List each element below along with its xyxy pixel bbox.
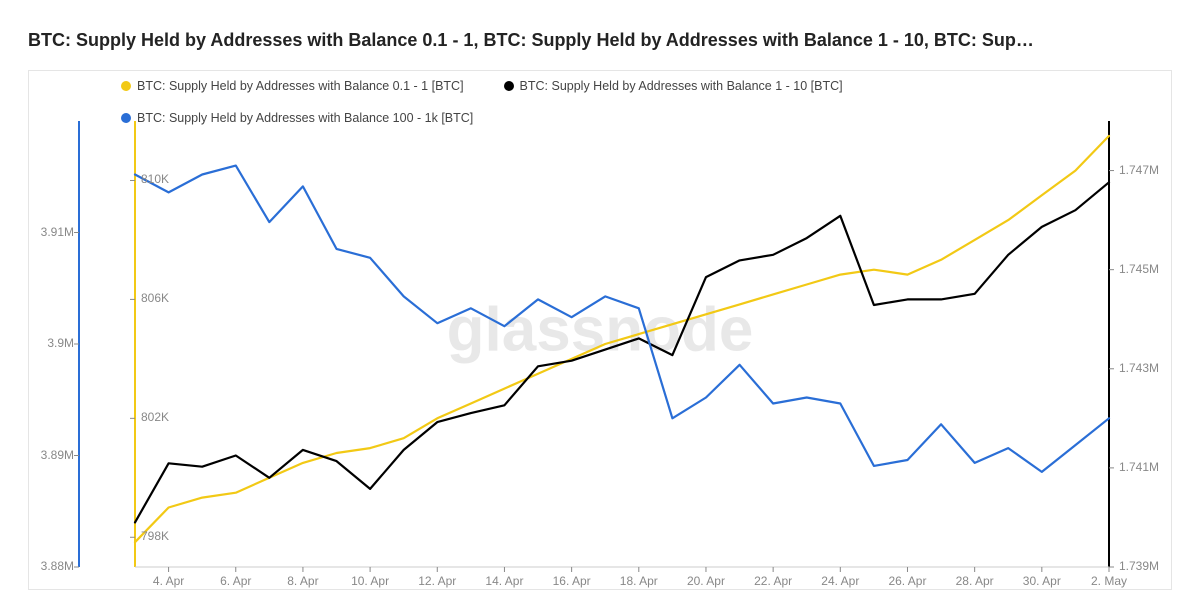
x-tick-label: 2. May xyxy=(1079,574,1139,588)
y-tick-label: 1.741M xyxy=(1119,460,1179,474)
x-tick-label: 4. Apr xyxy=(139,574,199,588)
x-tick-label: 8. Apr xyxy=(273,574,333,588)
y-tick-label: 1.745M xyxy=(1119,262,1179,276)
plot-area: BTC: Supply Held by Addresses with Balan… xyxy=(28,70,1172,590)
chart-title: BTC: Supply Held by Addresses with Balan… xyxy=(28,30,1034,51)
x-tick-label: 22. Apr xyxy=(743,574,803,588)
y-tick-label: 802K xyxy=(141,410,191,424)
x-tick-label: 28. Apr xyxy=(945,574,1005,588)
x-tick-label: 12. Apr xyxy=(407,574,467,588)
y-tick-label: 810K xyxy=(141,172,191,186)
x-tick-label: 24. Apr xyxy=(810,574,870,588)
chart-svg xyxy=(29,71,1173,591)
y-tick-label: 1.747M xyxy=(1119,163,1179,177)
y-tick-label: 1.743M xyxy=(1119,361,1179,375)
y-tick-label: 798K xyxy=(141,529,191,543)
y-tick-label: 3.88M xyxy=(24,559,74,573)
y-tick-label: 3.9M xyxy=(24,336,74,350)
y-tick-label: 1.739M xyxy=(1119,559,1179,573)
y-tick-label: 3.91M xyxy=(24,225,74,239)
x-tick-label: 6. Apr xyxy=(206,574,266,588)
x-tick-label: 14. Apr xyxy=(474,574,534,588)
x-tick-label: 30. Apr xyxy=(1012,574,1072,588)
y-tick-label: 806K xyxy=(141,291,191,305)
x-tick-label: 10. Apr xyxy=(340,574,400,588)
x-tick-label: 20. Apr xyxy=(676,574,736,588)
x-tick-label: 18. Apr xyxy=(609,574,669,588)
x-tick-label: 16. Apr xyxy=(542,574,602,588)
x-tick-label: 26. Apr xyxy=(877,574,937,588)
y-tick-label: 3.89M xyxy=(24,448,74,462)
chart-container: BTC: Supply Held by Addresses with Balan… xyxy=(0,0,1200,612)
